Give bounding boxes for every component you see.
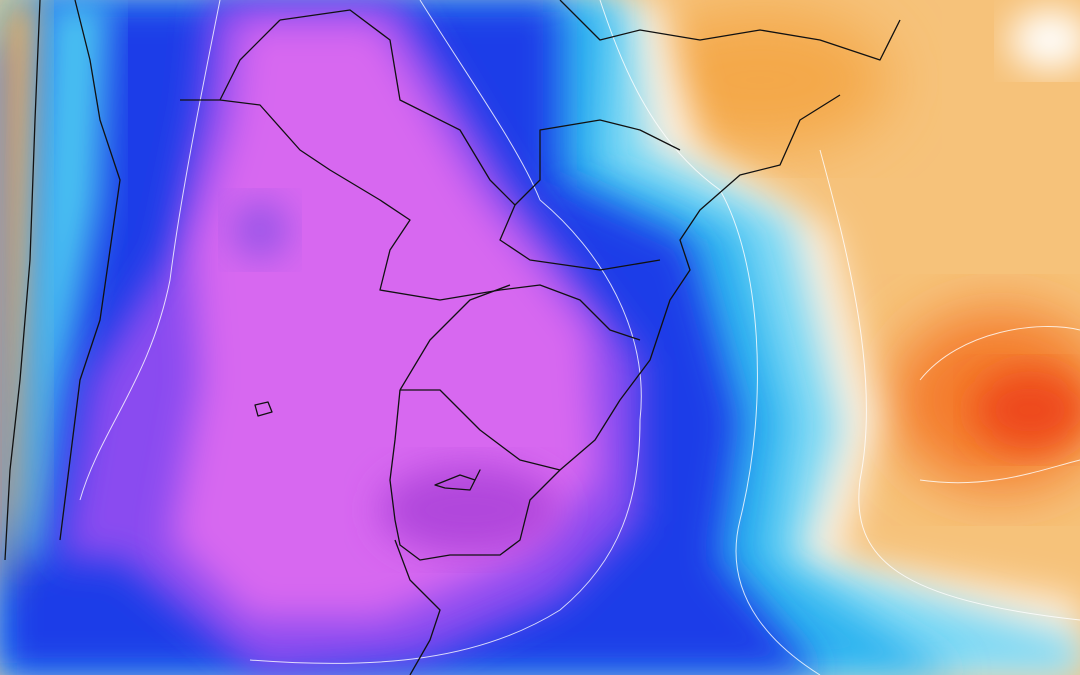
border <box>59 0 121 541</box>
border <box>559 0 901 61</box>
cold-core <box>380 465 560 555</box>
contour <box>79 0 221 501</box>
contour <box>599 0 821 675</box>
border <box>514 119 681 206</box>
border <box>279 9 661 271</box>
coastline <box>394 94 841 561</box>
coastline <box>4 0 41 561</box>
lake <box>254 401 273 417</box>
border <box>399 284 511 391</box>
cold-spot <box>230 200 290 260</box>
border <box>400 389 561 471</box>
contour <box>249 0 642 664</box>
borders <box>4 0 901 675</box>
border <box>180 19 281 101</box>
white-spot <box>1010 10 1080 70</box>
warm-peak <box>975 370 1080 450</box>
lake <box>434 469 481 491</box>
west-cyan-strip <box>20 0 110 560</box>
contour <box>919 326 1080 484</box>
contour <box>819 149 1080 621</box>
warm-north <box>630 10 890 150</box>
border <box>389 389 401 521</box>
border <box>219 99 641 341</box>
coastline <box>394 539 441 675</box>
